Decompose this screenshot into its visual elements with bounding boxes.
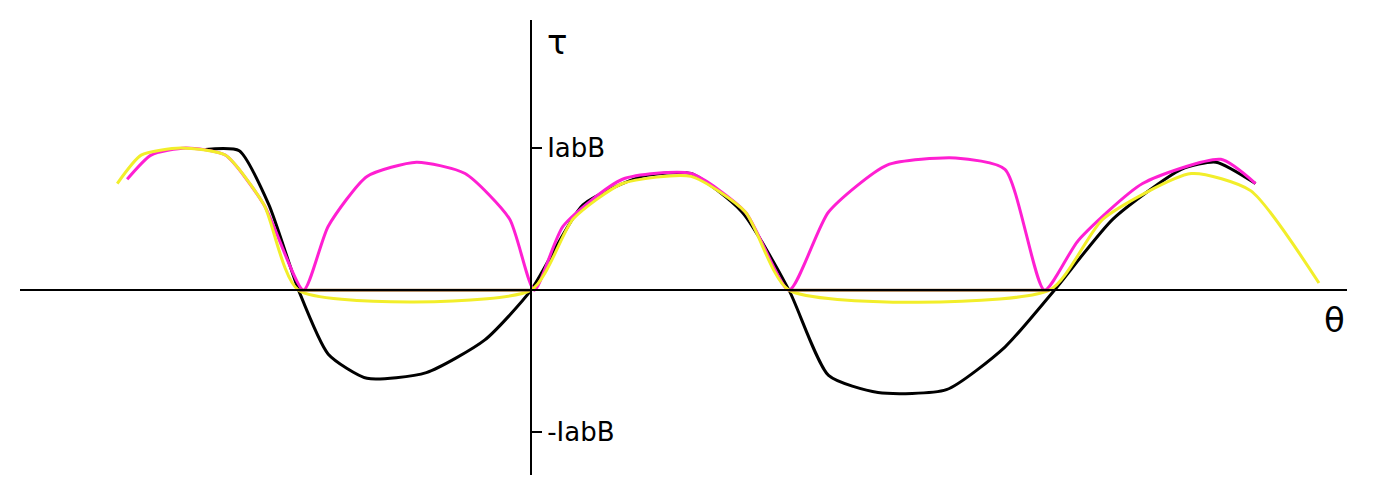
svg-text:IabB: IabB xyxy=(547,133,605,163)
svg-text:τ: τ xyxy=(547,22,567,62)
svg-text:θ: θ xyxy=(1324,300,1345,340)
svg-text:-IabB: -IabB xyxy=(547,417,614,447)
